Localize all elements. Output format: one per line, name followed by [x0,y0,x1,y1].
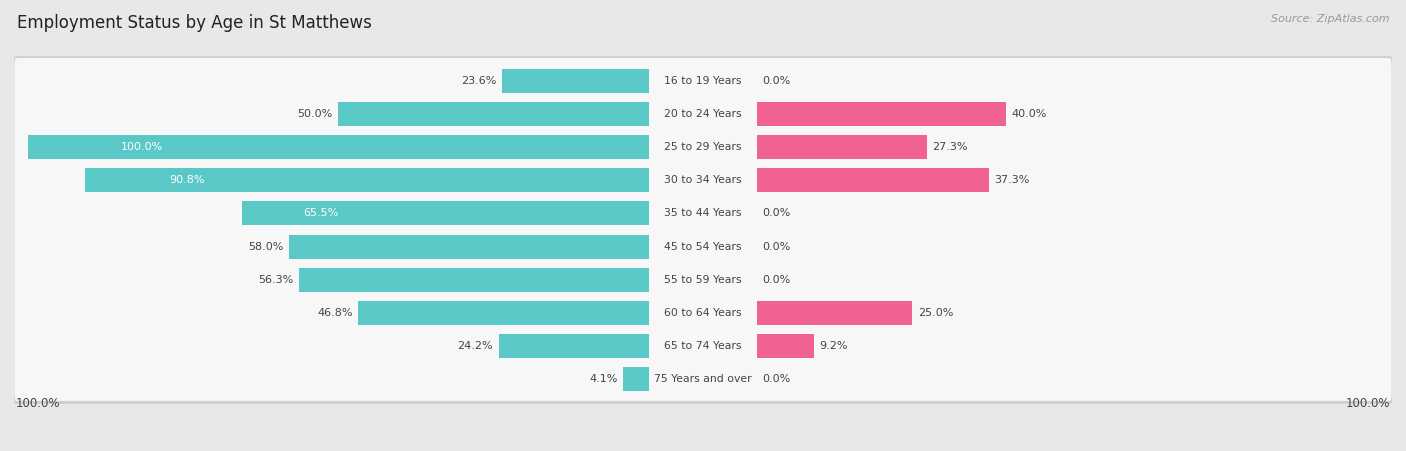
Text: 60 to 64 Years: 60 to 64 Years [664,308,742,318]
FancyBboxPatch shape [14,89,1392,138]
Bar [756,168,988,192]
FancyBboxPatch shape [14,224,1392,268]
Text: 37.3%: 37.3% [994,175,1029,185]
Text: 23.6%: 23.6% [461,76,496,86]
Text: 30 to 34 Years: 30 to 34 Years [664,175,742,185]
Bar [28,135,650,159]
Text: 24.2%: 24.2% [457,341,494,351]
Text: 65.5%: 65.5% [304,208,339,218]
Text: 0.0%: 0.0% [762,76,790,86]
FancyBboxPatch shape [14,324,1392,368]
FancyBboxPatch shape [14,123,1392,171]
Bar [359,301,650,325]
Bar [756,334,814,358]
Text: 0.0%: 0.0% [762,208,790,218]
FancyBboxPatch shape [14,355,1392,404]
Text: 55 to 59 Years: 55 to 59 Years [664,275,742,285]
FancyBboxPatch shape [14,56,1392,105]
Text: 100.0%: 100.0% [121,142,163,152]
FancyBboxPatch shape [14,58,1392,102]
Bar [339,102,650,126]
FancyBboxPatch shape [14,257,1392,301]
Text: 56.3%: 56.3% [259,275,294,285]
Bar [756,301,912,325]
Bar [623,368,650,391]
Bar [756,135,927,159]
Text: 9.2%: 9.2% [820,341,848,351]
Bar [756,102,1005,126]
Bar [84,168,650,192]
FancyBboxPatch shape [14,158,1392,202]
Text: 4.1%: 4.1% [589,374,619,384]
Bar [242,202,650,226]
FancyBboxPatch shape [14,91,1392,135]
Text: 46.8%: 46.8% [318,308,353,318]
FancyBboxPatch shape [14,189,1392,238]
Text: 100.0%: 100.0% [1346,397,1391,410]
Text: 27.3%: 27.3% [932,142,967,152]
Bar [502,69,650,92]
Text: 90.8%: 90.8% [169,175,205,185]
Text: 40.0%: 40.0% [1011,109,1046,119]
Text: Source: ZipAtlas.com: Source: ZipAtlas.com [1271,14,1389,23]
Bar [299,268,650,292]
Text: 35 to 44 Years: 35 to 44 Years [664,208,742,218]
Text: 50.0%: 50.0% [298,109,333,119]
Text: 25 to 29 Years: 25 to 29 Years [664,142,742,152]
Bar [499,334,650,358]
Text: 20 to 24 Years: 20 to 24 Years [664,109,742,119]
Text: 75 Years and over: 75 Years and over [654,374,752,384]
Text: 100.0%: 100.0% [15,397,60,410]
Text: 0.0%: 0.0% [762,242,790,252]
Text: 16 to 19 Years: 16 to 19 Years [664,76,742,86]
Bar [288,235,650,258]
FancyBboxPatch shape [14,255,1392,304]
FancyBboxPatch shape [14,357,1392,401]
FancyBboxPatch shape [14,191,1392,235]
Text: 58.0%: 58.0% [247,242,283,252]
FancyBboxPatch shape [14,289,1392,337]
Text: 25.0%: 25.0% [918,308,953,318]
Text: 45 to 54 Years: 45 to 54 Years [664,242,742,252]
Text: 65 to 74 Years: 65 to 74 Years [664,341,742,351]
FancyBboxPatch shape [14,156,1392,205]
Text: Employment Status by Age in St Matthews: Employment Status by Age in St Matthews [17,14,371,32]
FancyBboxPatch shape [14,222,1392,271]
Text: 0.0%: 0.0% [762,275,790,285]
FancyBboxPatch shape [14,290,1392,335]
FancyBboxPatch shape [14,124,1392,169]
Text: 0.0%: 0.0% [762,374,790,384]
FancyBboxPatch shape [14,322,1392,371]
